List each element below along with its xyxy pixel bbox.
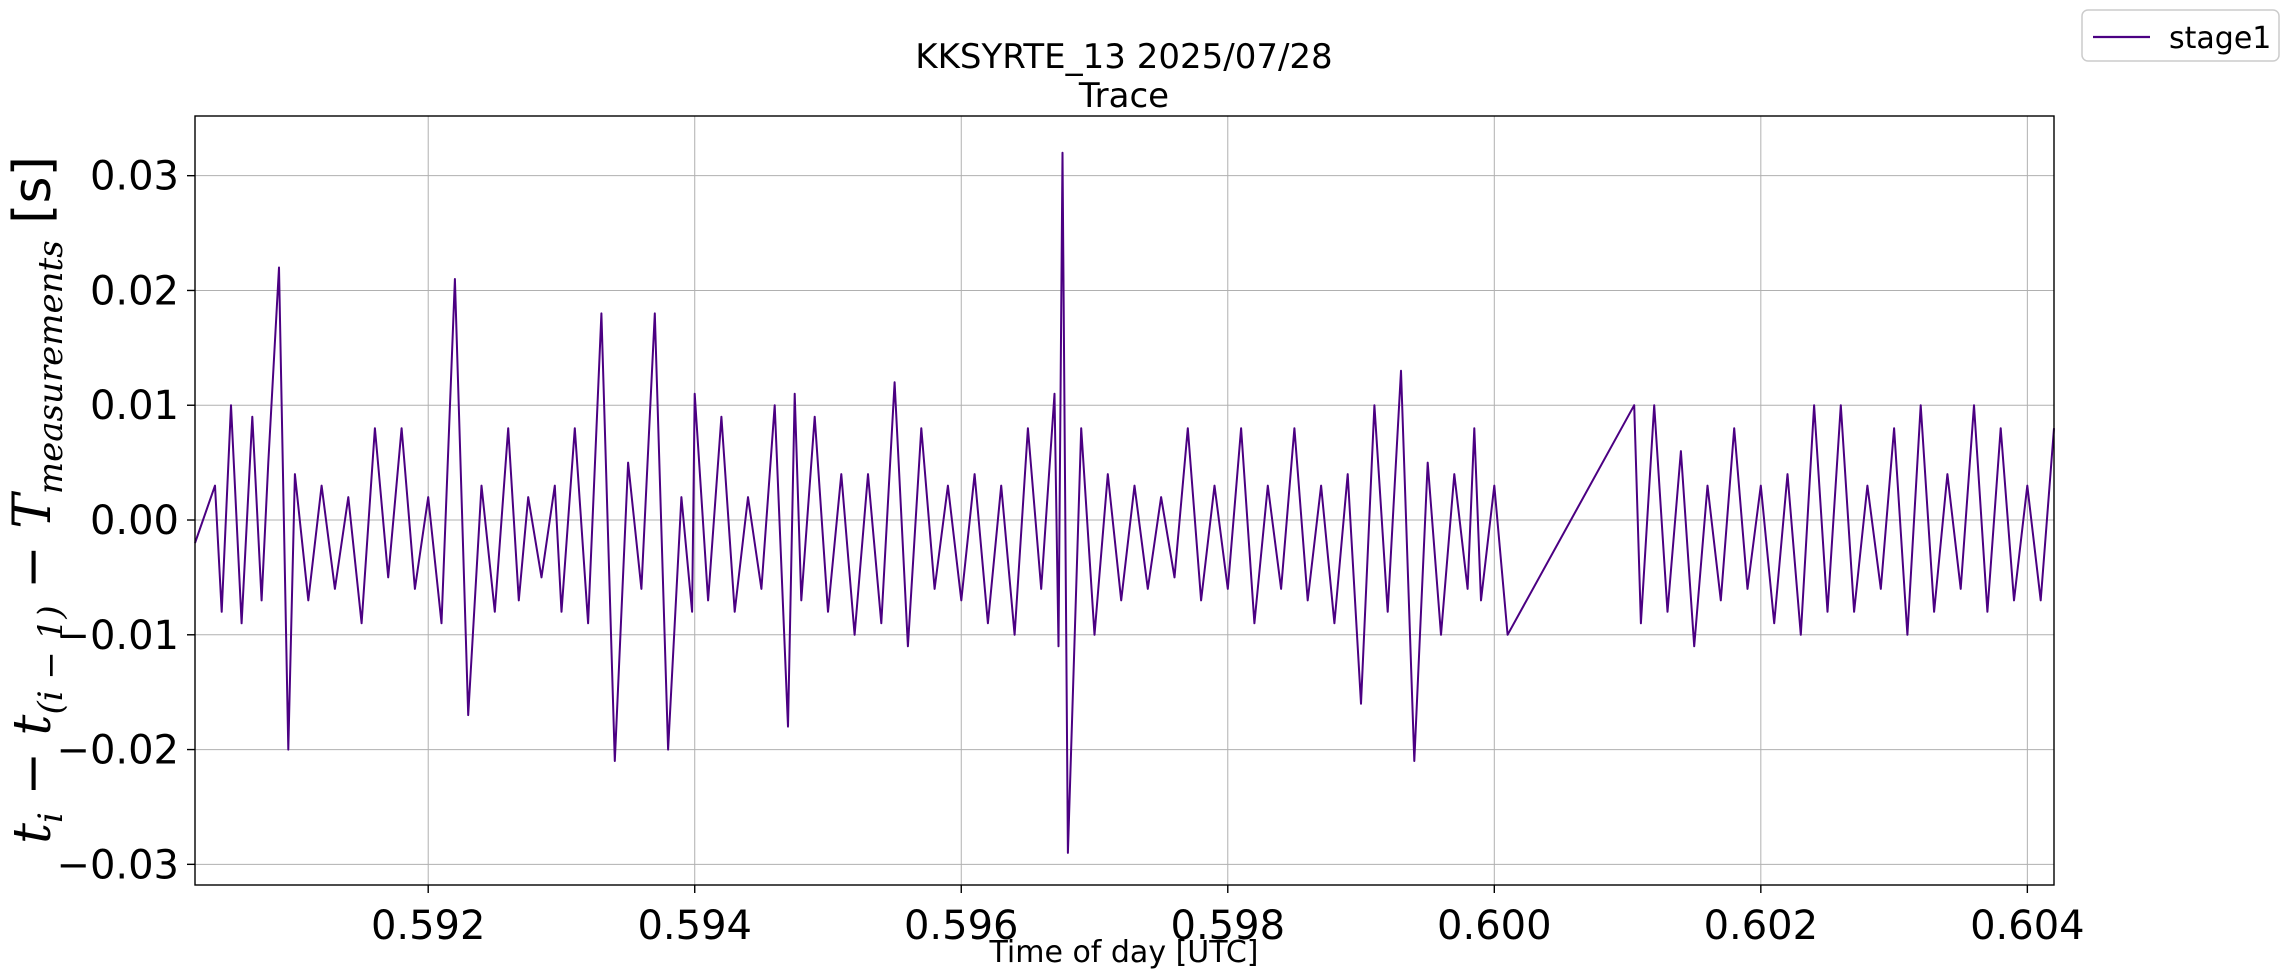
y-tick-label-1: 0.02 xyxy=(90,268,179,314)
y-tick-label-3: 0.00 xyxy=(90,498,179,544)
x-tick-label-5: 0.602 xyxy=(1704,903,1819,949)
y-axis-label-minus1: − xyxy=(3,735,63,812)
y-tick-label-6: −0.03 xyxy=(56,842,179,888)
legend: stage1 xyxy=(2081,9,2280,62)
x-tick-label-2: 0.596 xyxy=(904,903,1019,949)
y-axis-label-T: T xyxy=(3,491,63,529)
y-axis-label-sub3: measurements xyxy=(31,240,71,494)
x-tick-label-1: 0.594 xyxy=(637,903,752,949)
gridlines xyxy=(195,116,2054,885)
x-tick-label-6: 0.604 xyxy=(1970,903,2085,949)
y-axis-ticks: 0.03 0.02 0.01 0.00 −0.01 −0.02 −0.03 xyxy=(56,154,195,888)
y-axis-label-t1: t xyxy=(3,823,63,844)
series-group xyxy=(194,151,2055,854)
series-line-stage1 xyxy=(194,151,2055,854)
y-axis-label-sub2: (i − 1) xyxy=(31,605,71,714)
chart-title: KKSYRTE_13 2025/07/28 xyxy=(915,37,1332,77)
y-axis-label-t2: t xyxy=(3,714,63,735)
y-tick-label-2: 0.01 xyxy=(90,383,179,429)
plot-frame xyxy=(194,115,2055,886)
x-axis-ticks: 0.592 0.594 0.596 0.598 0.600 0.602 0.604 xyxy=(371,885,2085,949)
y-tick-label-5: −0.02 xyxy=(56,728,179,774)
y-axis-label: ti − t(i − 1) − Tmeasurements [s] xyxy=(3,156,71,844)
y-axis-label-sub1: i xyxy=(31,812,71,823)
y-tick-label-4: −0.01 xyxy=(56,613,179,659)
chart-subtitle: Trace xyxy=(1078,76,1169,116)
y-axis-label-minus2: − xyxy=(3,529,63,606)
legend-label-stage1: stage1 xyxy=(2169,21,2271,56)
x-tick-label-3: 0.598 xyxy=(1171,903,1286,949)
x-axis-label: Time of day [UTC] xyxy=(988,935,1258,970)
x-tick-label-0: 0.592 xyxy=(371,903,486,949)
x-tick-label-4: 0.600 xyxy=(1437,903,1552,949)
y-tick-label-0: 0.03 xyxy=(90,154,179,200)
y-axis-label-unit: [s] xyxy=(3,156,63,240)
legend-box xyxy=(2081,9,2280,62)
